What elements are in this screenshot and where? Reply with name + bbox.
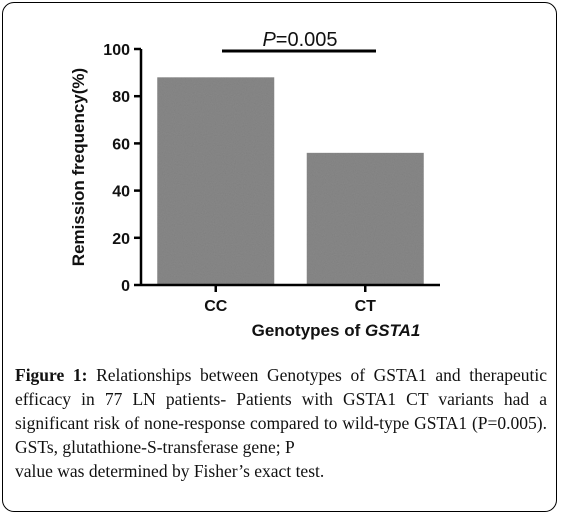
bars-group: [157, 77, 424, 285]
y-axis-title: Remission frequency(%): [69, 68, 88, 266]
x-tick-label-ct: CT: [355, 298, 377, 315]
figure-label: Figure 1:: [15, 365, 88, 385]
figure-frame: [2, 2, 557, 512]
y-tick-label-0: 0: [121, 278, 130, 295]
y-tick-label-80: 80: [112, 89, 130, 106]
y-tick-label-100: 100: [103, 42, 130, 59]
x-tick-label-cc: CC: [204, 298, 228, 315]
x-axis-title-gene: GSTA1: [365, 321, 420, 340]
x-axis-title-prefix: Genotypes of: [252, 321, 365, 340]
p-value-text: =0.005: [276, 29, 338, 51]
caption-last-line: value was determined by Fisher’s exact t…: [15, 461, 325, 481]
bar-ct: [306, 152, 424, 285]
bar-cc: [157, 77, 275, 285]
y-ticks-group: 0 20 40 60 80 100: [103, 42, 141, 295]
figure-caption: Figure 1: Relationships between Genotype…: [15, 363, 547, 483]
y-tick-label-40: 40: [112, 184, 130, 201]
bar-chart: Remission frequency(%) Genotypes of GSTA…: [69, 29, 440, 340]
p-value-annotation: P=0.005: [262, 29, 337, 51]
y-tick-label-20: 20: [112, 231, 130, 248]
x-ticks-group: CC CT: [204, 285, 376, 315]
y-tick-label-60: 60: [112, 136, 130, 153]
x-axis-title: Genotypes of GSTA1: [252, 321, 421, 340]
caption-body: Relationships between Genotypes of GSTA1…: [15, 365, 547, 457]
p-value-symbol: P: [262, 29, 276, 51]
